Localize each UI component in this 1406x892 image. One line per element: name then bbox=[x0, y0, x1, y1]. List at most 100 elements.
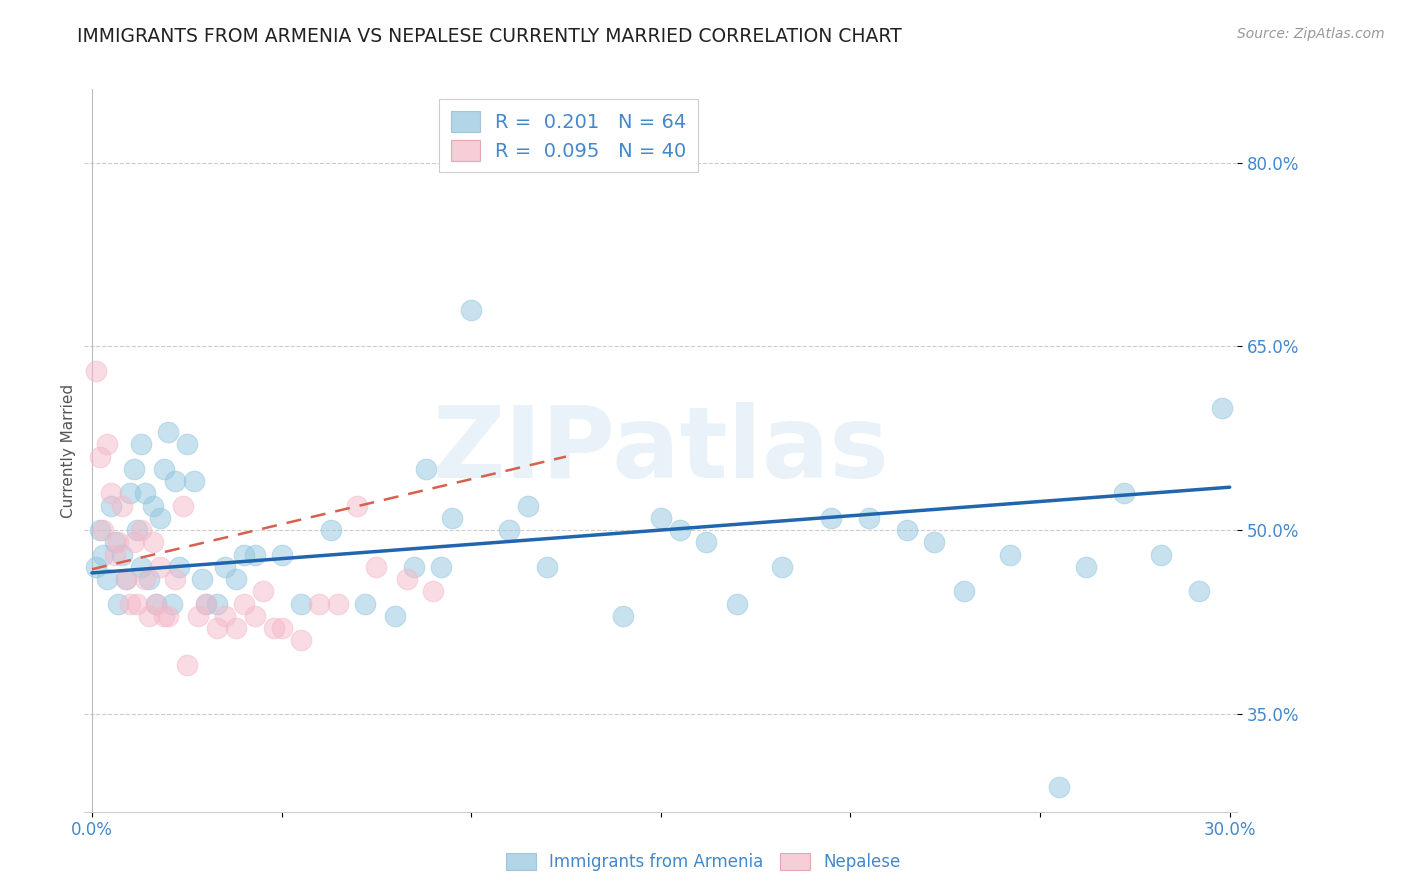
Point bbox=[156, 425, 179, 439]
Point bbox=[104, 548, 127, 562]
Point bbox=[172, 499, 194, 513]
Point bbox=[1112, 486, 1135, 500]
Point bbox=[100, 499, 122, 513]
Point bbox=[354, 597, 377, 611]
Point bbox=[1188, 584, 1211, 599]
Legend: R =  0.201   N = 64, R =  0.095   N = 40: R = 0.201 N = 64, R = 0.095 N = 40 bbox=[439, 99, 699, 172]
Point bbox=[205, 621, 228, 635]
Point bbox=[89, 523, 111, 537]
Point bbox=[1074, 559, 1097, 574]
Text: Source: ZipAtlas.com: Source: ZipAtlas.com bbox=[1237, 27, 1385, 41]
Point bbox=[122, 535, 145, 549]
Text: ZIPatlas: ZIPatlas bbox=[433, 402, 889, 499]
Point bbox=[91, 523, 114, 537]
Point bbox=[91, 548, 114, 562]
Point bbox=[96, 437, 118, 451]
Point bbox=[770, 559, 793, 574]
Point bbox=[270, 548, 292, 562]
Point bbox=[612, 608, 634, 623]
Point bbox=[922, 535, 945, 549]
Point bbox=[243, 548, 266, 562]
Point bbox=[725, 597, 748, 611]
Point bbox=[290, 633, 312, 648]
Point bbox=[115, 572, 138, 586]
Point bbox=[252, 584, 274, 599]
Point bbox=[156, 608, 179, 623]
Point bbox=[650, 511, 672, 525]
Point bbox=[165, 474, 187, 488]
Point bbox=[149, 511, 172, 525]
Point bbox=[194, 597, 217, 611]
Point bbox=[194, 597, 217, 611]
Legend: Immigrants from Armenia, Nepalese: Immigrants from Armenia, Nepalese bbox=[498, 845, 908, 880]
Point bbox=[153, 608, 176, 623]
Point bbox=[142, 499, 165, 513]
Point bbox=[858, 511, 880, 525]
Point bbox=[122, 462, 145, 476]
Point bbox=[225, 572, 247, 586]
Point bbox=[100, 486, 122, 500]
Point bbox=[384, 608, 406, 623]
Point bbox=[243, 608, 266, 623]
Point bbox=[346, 499, 368, 513]
Point bbox=[1211, 401, 1233, 415]
Point bbox=[138, 572, 160, 586]
Point bbox=[1150, 548, 1173, 562]
Y-axis label: Currently Married: Currently Married bbox=[60, 384, 76, 517]
Point bbox=[165, 572, 187, 586]
Point bbox=[263, 621, 285, 635]
Point bbox=[232, 548, 254, 562]
Point bbox=[953, 584, 976, 599]
Point bbox=[498, 523, 520, 537]
Point bbox=[111, 499, 134, 513]
Point bbox=[127, 597, 149, 611]
Point bbox=[308, 597, 330, 611]
Point bbox=[149, 559, 172, 574]
Point bbox=[118, 486, 141, 500]
Point bbox=[129, 523, 152, 537]
Point bbox=[134, 486, 156, 500]
Point bbox=[153, 462, 176, 476]
Point bbox=[214, 608, 236, 623]
Point bbox=[84, 559, 107, 574]
Point bbox=[1047, 780, 1070, 795]
Point bbox=[366, 559, 388, 574]
Point bbox=[225, 621, 247, 635]
Point bbox=[176, 657, 198, 672]
Point bbox=[998, 548, 1021, 562]
Point bbox=[89, 450, 111, 464]
Point bbox=[187, 608, 209, 623]
Point bbox=[460, 302, 482, 317]
Point bbox=[160, 597, 183, 611]
Point bbox=[134, 572, 156, 586]
Point bbox=[205, 597, 228, 611]
Point bbox=[191, 572, 214, 586]
Point bbox=[129, 437, 152, 451]
Point bbox=[695, 535, 717, 549]
Point bbox=[395, 572, 418, 586]
Point bbox=[668, 523, 690, 537]
Point bbox=[107, 535, 129, 549]
Point bbox=[84, 364, 107, 378]
Point bbox=[328, 597, 350, 611]
Point bbox=[517, 499, 540, 513]
Point bbox=[107, 597, 129, 611]
Point bbox=[127, 523, 149, 537]
Point bbox=[415, 462, 437, 476]
Point bbox=[115, 572, 138, 586]
Point bbox=[404, 559, 426, 574]
Point bbox=[422, 584, 444, 599]
Point bbox=[183, 474, 205, 488]
Point bbox=[270, 621, 292, 635]
Point bbox=[536, 559, 558, 574]
Point bbox=[138, 608, 160, 623]
Point bbox=[129, 559, 152, 574]
Point bbox=[290, 597, 312, 611]
Point bbox=[214, 559, 236, 574]
Point bbox=[167, 559, 190, 574]
Point bbox=[142, 535, 165, 549]
Point bbox=[96, 572, 118, 586]
Point bbox=[176, 437, 198, 451]
Point bbox=[232, 597, 254, 611]
Point bbox=[319, 523, 342, 537]
